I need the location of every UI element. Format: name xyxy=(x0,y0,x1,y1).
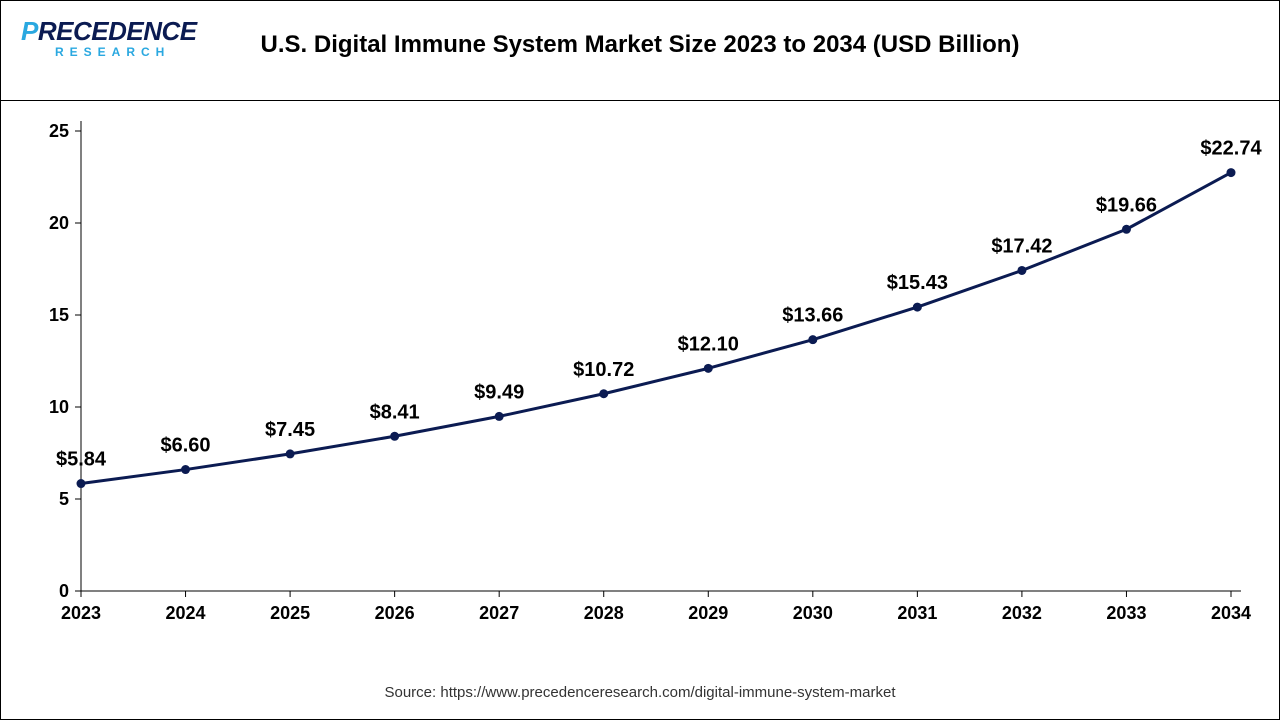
chart-title: U.S. Digital Immune System Market Size 2… xyxy=(1,31,1279,59)
svg-text:$13.66: $13.66 xyxy=(782,305,843,327)
svg-text:2024: 2024 xyxy=(166,603,206,623)
svg-text:2028: 2028 xyxy=(584,603,624,623)
source-text: Source: https://www.precedenceresearch.c… xyxy=(1,684,1279,701)
header: PRECEDENCE RESEARCH U.S. Digital Immune … xyxy=(1,1,1279,101)
svg-text:$8.41: $8.41 xyxy=(370,401,420,423)
svg-text:20: 20 xyxy=(49,213,69,233)
svg-text:$22.74: $22.74 xyxy=(1200,138,1262,160)
svg-text:$12.10: $12.10 xyxy=(678,333,739,355)
svg-text:$6.60: $6.60 xyxy=(161,435,211,457)
svg-text:$15.43: $15.43 xyxy=(887,272,948,294)
chart-area: 0510152025202320242025202620272028202920… xyxy=(1,101,1279,719)
svg-text:2033: 2033 xyxy=(1106,603,1146,623)
svg-text:$17.42: $17.42 xyxy=(991,235,1052,257)
line-chart: 0510152025202320242025202620272028202920… xyxy=(1,101,1279,661)
svg-text:2030: 2030 xyxy=(793,603,833,623)
svg-text:15: 15 xyxy=(49,305,69,325)
svg-text:$19.66: $19.66 xyxy=(1096,194,1157,216)
svg-text:2027: 2027 xyxy=(479,603,519,623)
svg-text:0: 0 xyxy=(59,581,69,601)
svg-text:2031: 2031 xyxy=(897,603,937,623)
chart-frame: PRECEDENCE RESEARCH U.S. Digital Immune … xyxy=(0,0,1280,720)
svg-text:2034: 2034 xyxy=(1211,603,1251,623)
svg-text:$5.84: $5.84 xyxy=(56,449,107,471)
svg-text:2025: 2025 xyxy=(270,603,310,623)
svg-text:5: 5 xyxy=(59,489,69,509)
svg-text:25: 25 xyxy=(49,121,69,141)
svg-text:2029: 2029 xyxy=(688,603,728,623)
svg-text:2026: 2026 xyxy=(375,603,415,623)
svg-text:2023: 2023 xyxy=(61,603,101,623)
svg-text:2032: 2032 xyxy=(1002,603,1042,623)
svg-text:$7.45: $7.45 xyxy=(265,419,315,441)
svg-text:10: 10 xyxy=(49,397,69,417)
svg-text:$9.49: $9.49 xyxy=(474,381,524,403)
svg-text:$10.72: $10.72 xyxy=(573,359,634,381)
